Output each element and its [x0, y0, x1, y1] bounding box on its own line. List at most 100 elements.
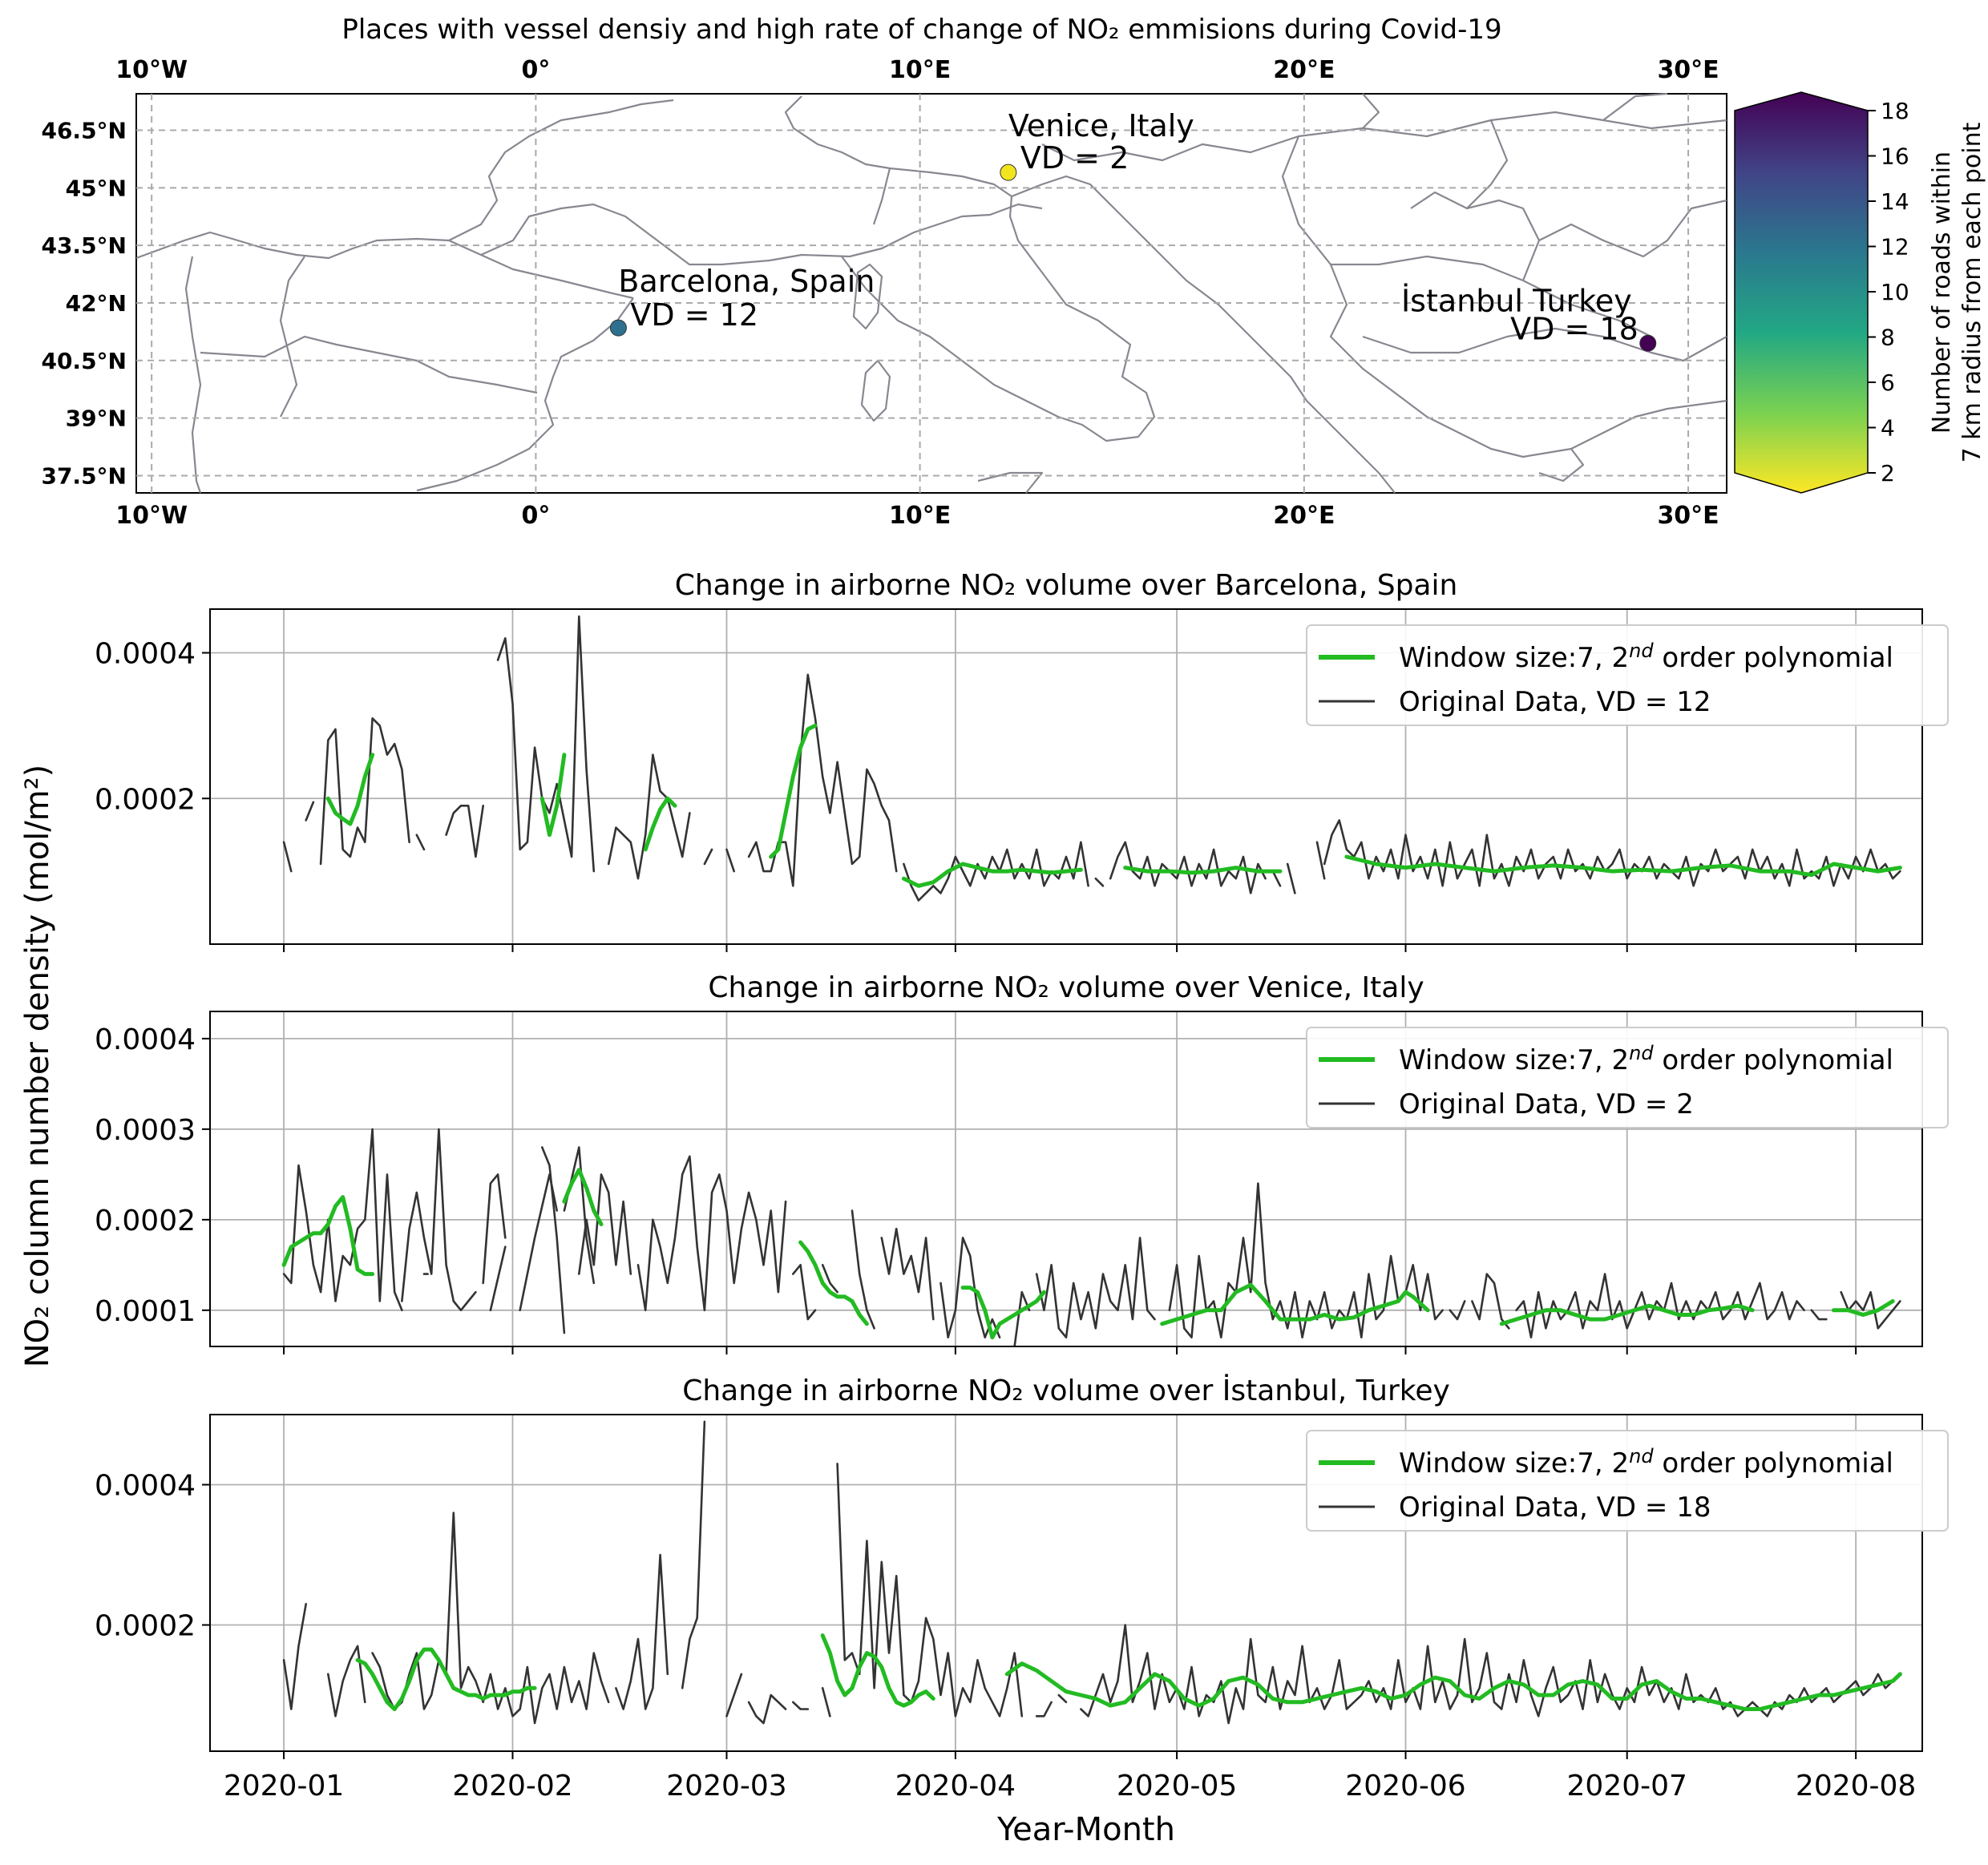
original-series-line [519, 1173, 558, 1312]
original-series-line [903, 841, 1089, 902]
original-series-line [747, 1693, 787, 1725]
original-series-line [1035, 1237, 1156, 1338]
original-series-line [703, 848, 713, 866]
original-series-line [305, 801, 315, 821]
original-series-line [1271, 870, 1282, 887]
original-series-line [1013, 1290, 1031, 1346]
x-tick-label: 2020-01 [224, 1770, 344, 1802]
smoothed-series-line [355, 1647, 537, 1711]
original-series-line [496, 615, 596, 873]
original-series-line [1057, 1693, 1068, 1704]
colorbar-tick-label: 10 [1881, 279, 1909, 305]
map-lon-tick-top: 20°E [1273, 56, 1335, 84]
colorbar-tick-label: 2 [1881, 460, 1895, 486]
original-series-line [725, 848, 735, 873]
smoothed-series-line [325, 753, 375, 826]
map-point-marker [1639, 334, 1657, 352]
map-point-label: İstanbul Turkey [1401, 283, 1632, 318]
map-lat-tick: 43.5°N [41, 232, 127, 259]
y-tick-label: 0.0002 [95, 783, 196, 816]
smoothed-series-line [281, 1195, 375, 1277]
original-series-line [1080, 1624, 1901, 1725]
time-series-panels: Change in airborne NO₂ volume over Barce… [95, 569, 1949, 1802]
original-series-line [880, 1227, 935, 1321]
smoothed-series-line [1123, 866, 1283, 875]
original-series-line [725, 1673, 743, 1718]
y-tick-label: 0.0002 [95, 1610, 196, 1643]
map-lat-tick: 37.5°N [41, 462, 127, 489]
legend-label-original: Original Data, VD = 18 [1399, 1492, 1711, 1524]
map-lon-tick-bottom: 20°E [1273, 502, 1335, 530]
map-lat-tick: 40.5°N [41, 348, 127, 374]
legend-label-original: Original Data, VD = 2 [1399, 1088, 1694, 1120]
y-tick-label: 0.0004 [95, 1470, 196, 1503]
map-lon-tick-top: 0° [521, 56, 550, 84]
colorbar-tick-label: 16 [1881, 143, 1909, 170]
map-point-label: Venice, Italy [1008, 108, 1194, 143]
original-series-line [615, 1553, 669, 1710]
legend: Window size:7, 2nd order polynomial Origi… [1306, 1430, 1949, 1532]
colorbar-tick-label: 6 [1881, 369, 1895, 396]
map-gridlines [136, 94, 1727, 493]
map-point-marker [1000, 163, 1017, 181]
smoothed-series-line [1344, 854, 1902, 878]
smoothed-series-line [960, 1286, 1046, 1340]
colorbar: 18 16 14 12 10 8 6 4 2 Number of roads within 7 … [1734, 91, 1986, 494]
chart-title: Change in airborne NO₂ volume over İstan… [682, 1374, 1450, 1407]
x-tick-label: 2020-02 [452, 1770, 572, 1802]
original-series-line [282, 1603, 307, 1710]
map-lon-tick-bottom: 0° [521, 502, 550, 530]
original-series-line [578, 1173, 632, 1275]
smoothed-series-line [798, 1240, 869, 1326]
smoothed-series-line [901, 862, 1083, 888]
colorbar-tick-label: 14 [1881, 188, 1909, 215]
smoothed-series-line [1499, 1303, 1755, 1326]
x-tick-label: 2020-07 [1567, 1770, 1687, 1802]
map-point-label: Barcelona, Spain [618, 264, 875, 299]
map-point-vd-label: VD = 18 [1510, 311, 1638, 346]
colorbar-tick-label: 12 [1881, 234, 1909, 260]
colorbar-label-line1: Number of roads within [1928, 151, 1956, 434]
colorbar-bar [1734, 91, 1869, 494]
colorbar-tick-label: 4 [1881, 415, 1895, 442]
colorbar-tick-label: 8 [1881, 325, 1895, 351]
original-series-line [541, 1146, 566, 1334]
map-lon-tick-top: 30°E [1657, 56, 1719, 84]
chart-panel: Change in airborne NO₂ volume over Barce… [95, 569, 1949, 952]
colorbar-tick-label: 18 [1881, 98, 1909, 124]
plot-area [282, 1420, 1902, 1725]
y-tick-label: 0.0003 [95, 1114, 196, 1147]
map-lon-tick-bottom: 30°E [1657, 502, 1719, 530]
map-lat-tick: 39°N [66, 406, 127, 432]
legend-label-smoothed: Window size:7, 2nd order polynomial [1399, 640, 1893, 674]
original-series-line [371, 1512, 610, 1725]
original-series-line [1471, 1273, 1510, 1330]
original-series-line [821, 1687, 831, 1718]
x-tick-label: 2020-04 [895, 1770, 1016, 1802]
original-series-line [445, 805, 484, 858]
plot-area [282, 615, 1902, 902]
original-series-line [401, 1128, 477, 1312]
original-series-line [1286, 862, 1296, 894]
original-series-line [792, 1264, 817, 1321]
legend-box [1306, 624, 1949, 726]
original-series-line [1168, 1182, 1444, 1338]
smoothed-series-line [1004, 1661, 1902, 1711]
colorbar-ticks: 18 16 14 12 10 8 6 4 2 [1868, 98, 1909, 486]
map-lon-tick-top: 10°E [889, 56, 951, 84]
legend-box [1306, 1027, 1949, 1128]
map-panel: 10°W 10°W 0° 0° 10°E 10°E 20°E 20°E 30°E 30°E 46.5… [41, 56, 1727, 530]
original-series-line [636, 1155, 787, 1312]
original-series-line [747, 673, 898, 887]
original-series-line [1315, 841, 1326, 880]
y-axis-label: NO₂ column number density (mol/m²) [19, 765, 56, 1368]
original-series-line [851, 1209, 875, 1330]
x-axis-label: Year-Month [996, 1811, 1175, 1848]
original-series-line [1810, 1309, 1828, 1321]
x-tick-label: 2020-05 [1117, 1770, 1237, 1802]
map-lon-tick-bottom: 10°E [889, 502, 951, 530]
map-lat-tick: 42°N [66, 290, 127, 317]
chart-title: Change in airborne NO₂ volume over Barce… [675, 569, 1458, 602]
map-title: Places with vessel densiy and high rate … [341, 14, 1501, 46]
original-series-line [563, 1146, 596, 1285]
